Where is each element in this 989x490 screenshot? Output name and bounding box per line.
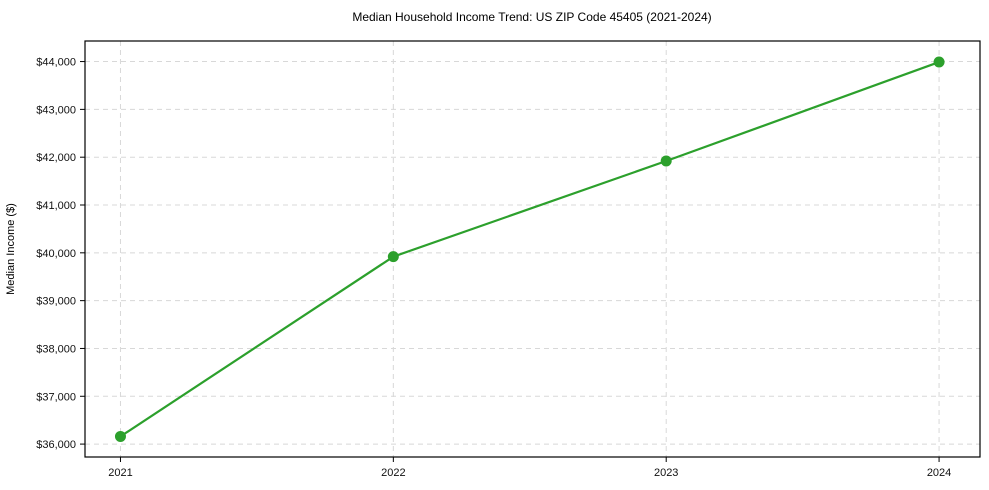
y-tick-label: $36,000 bbox=[36, 439, 76, 451]
income-trend-line bbox=[119, 60, 941, 438]
data-point-2022 bbox=[387, 251, 399, 263]
y-tick-label: $38,000 bbox=[36, 343, 76, 355]
x-tick-label: 2021 bbox=[108, 467, 132, 479]
data-point-2023 bbox=[660, 155, 672, 167]
y-tick-label: $42,000 bbox=[36, 152, 76, 164]
x-tick-label: 2024 bbox=[927, 467, 951, 479]
y-tick-label: $44,000 bbox=[36, 57, 76, 69]
y-tick-label: $41,000 bbox=[36, 200, 76, 212]
x-tick-label: 2023 bbox=[654, 467, 678, 479]
y-tick-label: $39,000 bbox=[36, 296, 76, 308]
plot-border bbox=[84, 40, 981, 458]
y-axis-label: Median Income ($) bbox=[5, 203, 17, 295]
data-point-2024 bbox=[933, 56, 945, 68]
y-tick-label: $37,000 bbox=[36, 391, 76, 403]
data-point-2021 bbox=[114, 430, 126, 442]
chart-title: Median Household Income Trend: US ZIP Co… bbox=[352, 10, 711, 24]
x-tick-label: 2022 bbox=[381, 467, 405, 479]
y-tick-label: $40,000 bbox=[36, 248, 76, 260]
y-tick-label: $43,000 bbox=[36, 104, 76, 116]
